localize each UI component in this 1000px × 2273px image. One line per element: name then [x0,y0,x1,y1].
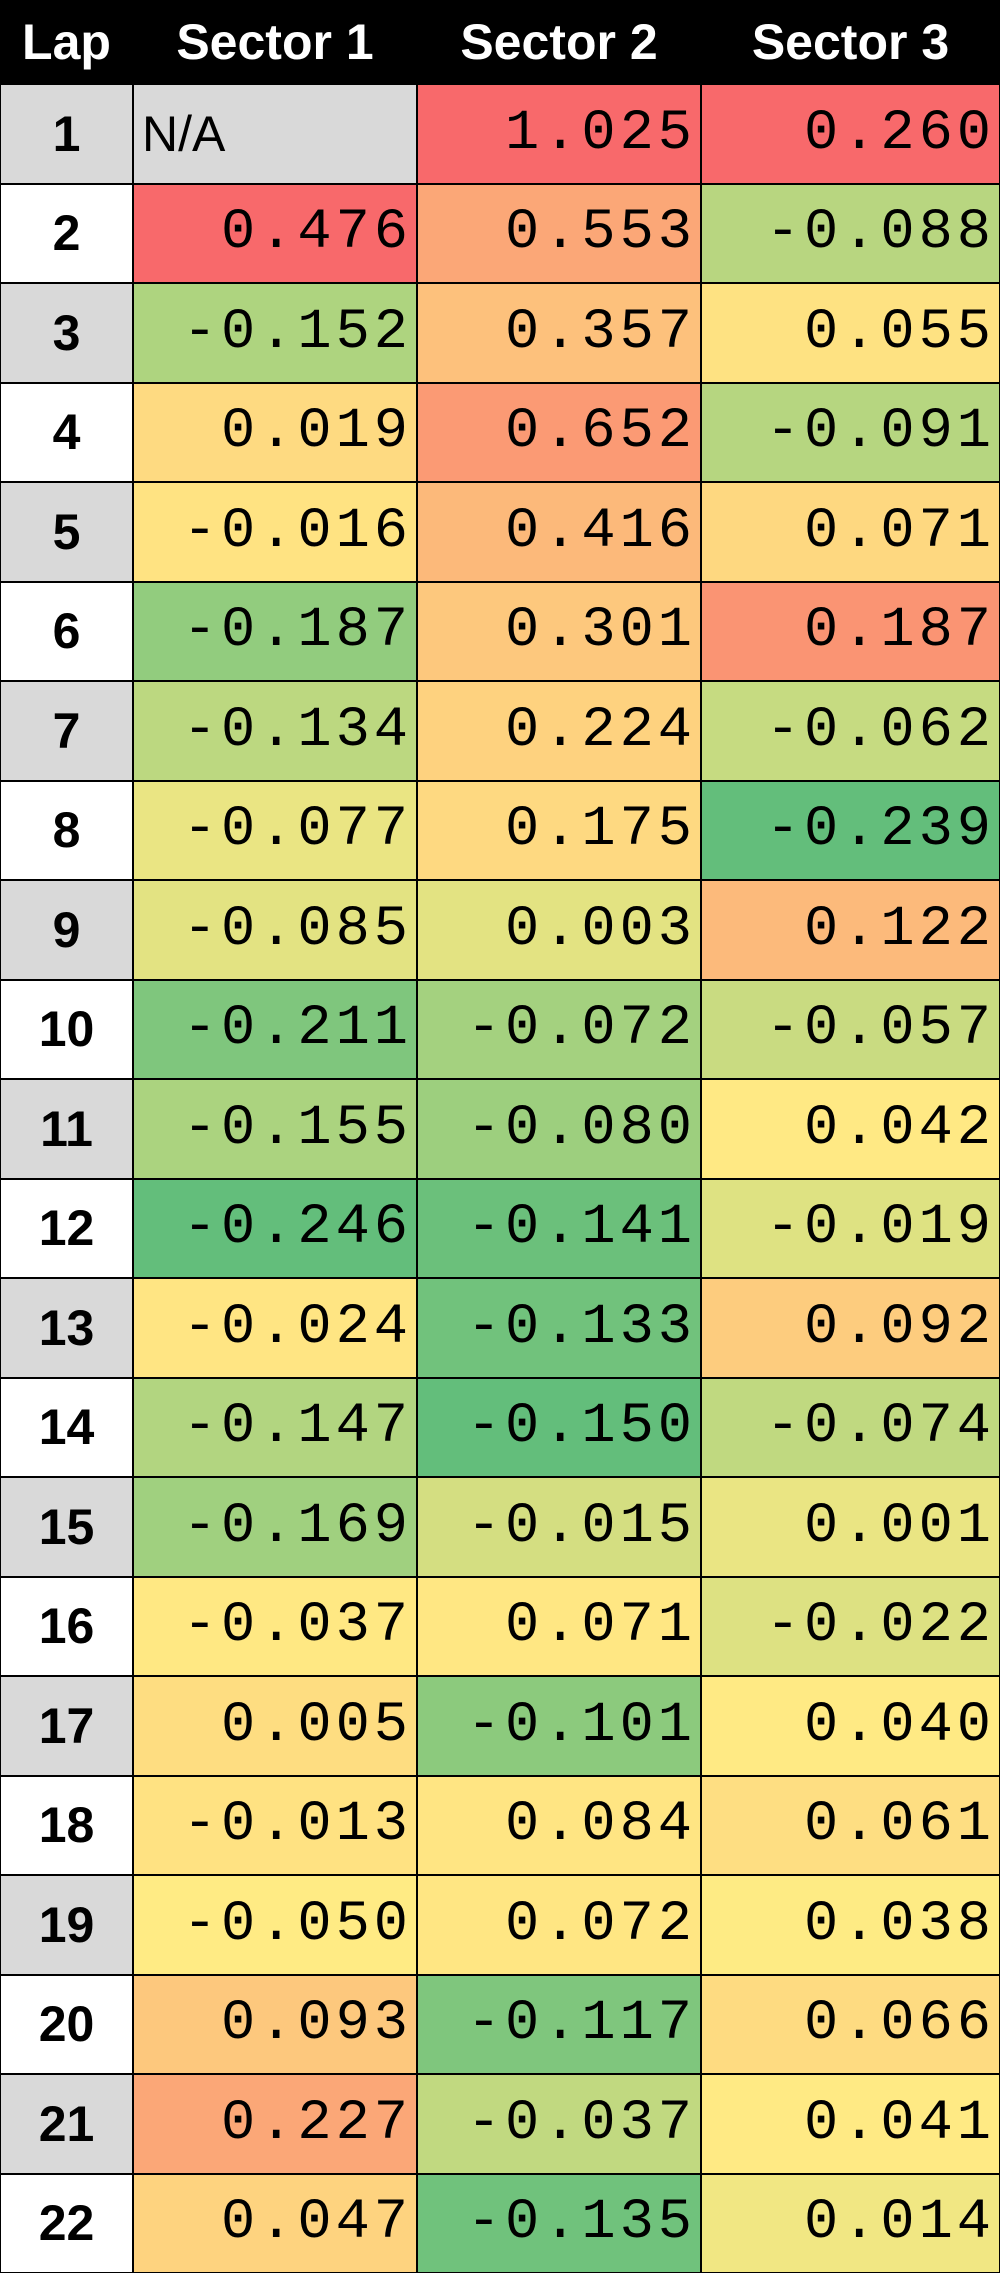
cell-value: 0.224 [417,681,701,781]
lap-number: 16 [0,1576,133,1676]
lap-number: 2 [0,183,133,283]
cell-value: -0.024 [133,1278,417,1378]
cell-value: 0.042 [701,1079,1000,1179]
cell-value: -0.135 [417,2173,701,2273]
cell-value: -0.187 [133,581,417,681]
lap-number: 4 [0,382,133,482]
cell-value: 0.227 [133,2074,417,2174]
lap-number: 21 [0,2074,133,2174]
cell-value: -0.147 [133,1377,417,1477]
cell-value: 0.301 [417,581,701,681]
cell-value: 0.260 [701,84,1000,184]
cell-value: 0.014 [701,2173,1000,2273]
lap-number: 12 [0,1178,133,1278]
cell-value: -0.077 [133,780,417,880]
cell-value: 0.071 [417,1576,701,1676]
cell-value: -0.150 [417,1377,701,1477]
cell-value: 0.040 [701,1676,1000,1776]
column-header: Sector 2 [417,0,701,84]
cell-value: 0.001 [701,1477,1000,1577]
lap-number: 15 [0,1477,133,1577]
lap-number: 14 [0,1377,133,1477]
cell-value: 0.061 [701,1775,1000,1875]
cell-value: -0.074 [701,1377,1000,1477]
cell-value: 0.038 [701,1875,1000,1975]
cell-value: 1.025 [417,84,701,184]
cell-value: -0.239 [701,780,1000,880]
cell-value: -0.133 [417,1278,701,1378]
cell-value: -0.062 [701,681,1000,781]
cell-value: 0.005 [133,1676,417,1776]
lap-number: 19 [0,1875,133,1975]
cell-value: 0.187 [701,581,1000,681]
cell-value: -0.091 [701,382,1000,482]
cell-value: N/A [133,84,417,184]
cell-value: 0.071 [701,482,1000,582]
lap-number: 9 [0,880,133,980]
lap-number: 7 [0,681,133,781]
cell-value: -0.037 [417,2074,701,2174]
cell-value: -0.152 [133,283,417,383]
column-header: Sector 3 [701,0,1000,84]
cell-value: 0.066 [701,1974,1000,2074]
lap-number: 11 [0,1079,133,1179]
cell-value: -0.155 [133,1079,417,1179]
cell-value: -0.080 [417,1079,701,1179]
lap-number: 3 [0,283,133,383]
cell-value: -0.057 [701,979,1000,1079]
lap-number: 20 [0,1974,133,2074]
cell-value: 0.047 [133,2173,417,2273]
cell-value: -0.037 [133,1576,417,1676]
cell-value: -0.101 [417,1676,701,1776]
cell-value: 0.416 [417,482,701,582]
cell-value: -0.013 [133,1775,417,1875]
lap-number: 10 [0,979,133,1079]
cell-value: 0.003 [417,880,701,980]
cell-value: 0.122 [701,880,1000,980]
cell-value: 0.476 [133,183,417,283]
cell-value: -0.016 [133,482,417,582]
cell-value: 0.084 [417,1775,701,1875]
cell-value: -0.117 [417,1974,701,2074]
cell-value: -0.072 [417,979,701,1079]
lap-number: 17 [0,1676,133,1776]
cell-value: -0.088 [701,183,1000,283]
cell-value: 0.093 [133,1974,417,2074]
lap-number: 13 [0,1278,133,1378]
cell-value: -0.169 [133,1477,417,1577]
cell-value: 0.357 [417,283,701,383]
cell-value: -0.211 [133,979,417,1079]
cell-value: -0.050 [133,1875,417,1975]
cell-value: 0.553 [417,183,701,283]
cell-value: -0.246 [133,1178,417,1278]
cell-value: -0.019 [701,1178,1000,1278]
cell-value: 0.175 [417,780,701,880]
cell-value: 0.041 [701,2074,1000,2174]
cell-value: -0.141 [417,1178,701,1278]
cell-value: 0.092 [701,1278,1000,1378]
cell-value: 0.019 [133,382,417,482]
cell-value: 0.072 [417,1875,701,1975]
lap-number: 18 [0,1775,133,1875]
lap-number: 5 [0,482,133,582]
lap-number: 8 [0,780,133,880]
lap-number: 22 [0,2173,133,2273]
lap-number: 6 [0,581,133,681]
cell-value: -0.085 [133,880,417,980]
cell-value: -0.015 [417,1477,701,1577]
column-header: Sector 1 [133,0,417,84]
cell-value: -0.134 [133,681,417,781]
lap-number: 1 [0,84,133,184]
column-header: Lap [0,0,133,84]
cell-value: 0.652 [417,382,701,482]
cell-value: -0.022 [701,1576,1000,1676]
cell-value: 0.055 [701,283,1000,383]
